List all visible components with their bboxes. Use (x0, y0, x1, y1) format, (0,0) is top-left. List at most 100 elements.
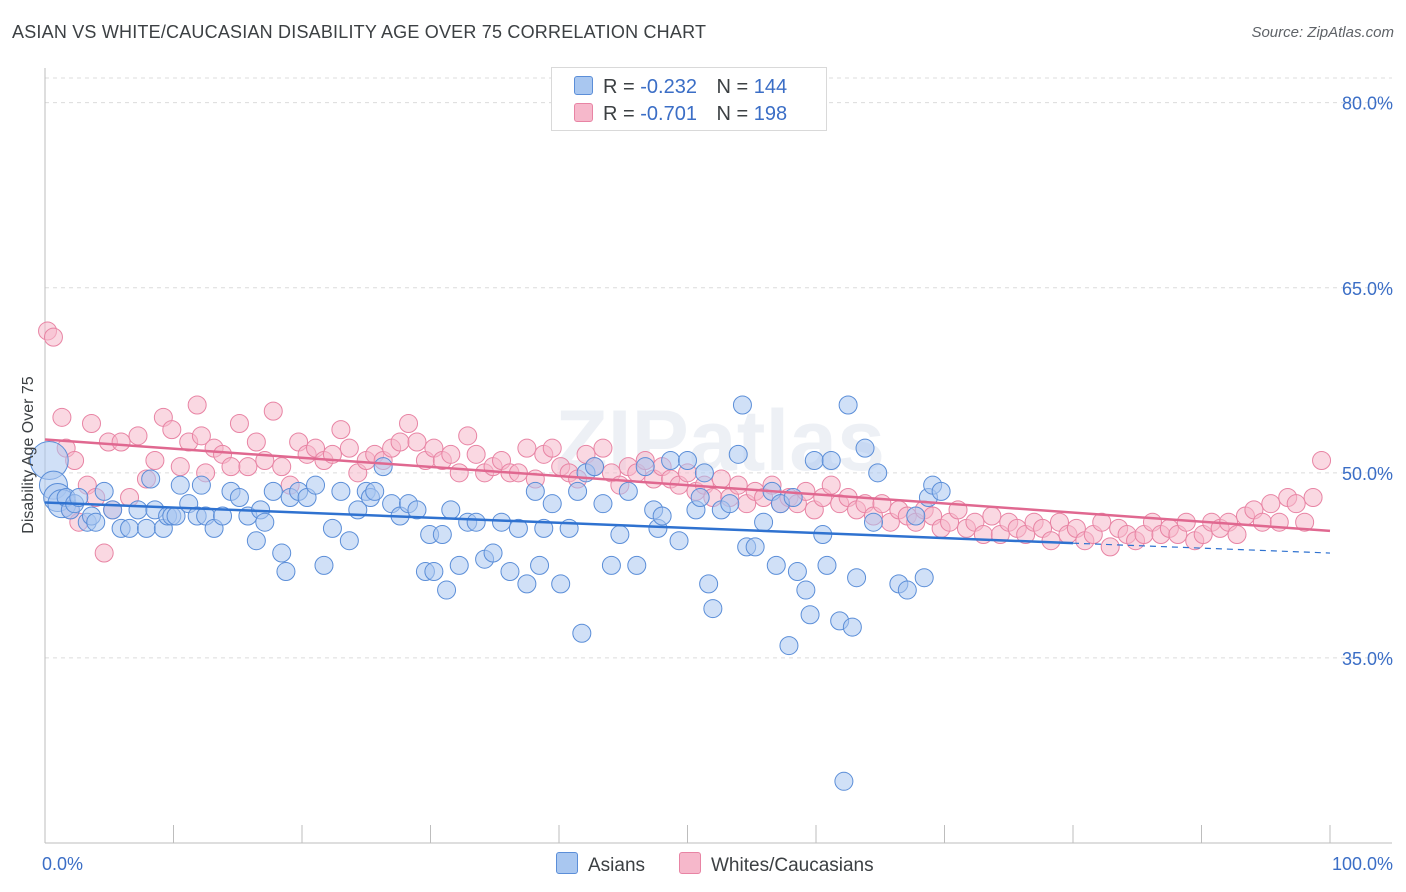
asians-point (754, 512, 774, 532)
asians-point (120, 518, 140, 538)
asians-point (449, 555, 469, 575)
asians-point (255, 512, 275, 532)
whites-point (407, 432, 427, 452)
asians-point (635, 457, 655, 477)
asians-point (339, 531, 359, 551)
asians-point (437, 580, 457, 600)
y-axis-label: Disability Age Over 75 (20, 376, 37, 534)
asians-point (272, 543, 292, 563)
asians-point (191, 475, 211, 495)
asians-point (847, 568, 867, 588)
whites-point (111, 432, 131, 452)
whites-point (128, 426, 148, 446)
whites-point (1295, 512, 1315, 532)
tick-labels: 35.0% 50.0% 65.0% 80.0% 0.0% 100.0% (42, 94, 1393, 874)
asians-point (804, 451, 824, 470)
asians-point (745, 537, 765, 557)
asians-point (610, 525, 630, 545)
whites-point (458, 426, 478, 446)
stats-row-asians: R = -0.232 N = 144 (574, 76, 787, 102)
whites-point (1261, 494, 1281, 514)
asians-n-label: N = (716, 76, 749, 98)
whites-point (542, 438, 562, 458)
asians-point (128, 500, 148, 520)
asians-point (817, 555, 837, 575)
x-tick-label: 100.0% (1332, 854, 1393, 874)
asians-point (627, 555, 647, 575)
asians-point (732, 395, 752, 415)
asians-point (322, 518, 342, 538)
asians-point (466, 512, 486, 532)
trend-lines (44, 438, 1331, 554)
whites-r-value: -0.701 (640, 103, 697, 125)
whites-point (1092, 512, 1112, 532)
whites-point (1041, 531, 1061, 551)
stats-row-whites: R = -0.701 N = 198 (574, 103, 787, 129)
whites-point (272, 457, 292, 477)
legend-item-whites[interactable]: Whites/Caucasians (679, 852, 874, 877)
legend-item-asians[interactable]: Asians (556, 852, 645, 877)
asians-point (263, 481, 283, 501)
asians-point (365, 481, 385, 501)
asians-points (29, 395, 951, 791)
asians-point (601, 555, 621, 575)
whites-point (399, 413, 419, 433)
asians-point (838, 395, 858, 415)
whites-point (187, 395, 207, 415)
asians-point (766, 555, 786, 575)
asians-point (229, 488, 249, 508)
whites-point (221, 457, 241, 477)
asians-point (914, 568, 934, 588)
y-tick-label: 65.0% (1342, 279, 1393, 299)
asians-point (314, 555, 334, 575)
whites-point (1312, 451, 1332, 470)
whites-point (982, 506, 1002, 526)
asians-point (551, 574, 571, 594)
whites-point (1100, 537, 1120, 557)
y-tick-label: 80.0% (1342, 94, 1393, 114)
whites-point (52, 407, 72, 427)
whites-point (390, 432, 410, 452)
asians-point (800, 605, 820, 625)
whites-n-label: N = (716, 103, 749, 125)
asians-point (568, 481, 588, 501)
whites-point (1286, 494, 1306, 514)
asians-point (432, 525, 452, 545)
whites-point (593, 438, 613, 458)
asians-point (897, 580, 917, 600)
asians-point (678, 451, 697, 470)
whites-point (263, 401, 283, 421)
asians-point (787, 562, 807, 582)
asians-point (69, 488, 89, 508)
asians-point (103, 500, 123, 520)
whites-point (441, 444, 461, 464)
asians-point (213, 506, 233, 526)
asians-trend-line (44, 501, 1074, 545)
legend-whites-label: Whites/Caucasians (711, 855, 874, 876)
y-tick-label: 35.0% (1342, 649, 1393, 669)
asians-n-value: 144 (753, 76, 788, 98)
asians-point (441, 500, 461, 520)
asians-point (699, 574, 719, 594)
whites-point (43, 327, 63, 347)
whites-point (1227, 525, 1247, 545)
asians-point (931, 481, 951, 501)
asians-point (728, 444, 748, 464)
whites-point (246, 432, 266, 452)
whites-point (170, 457, 190, 477)
whites-point (162, 420, 182, 440)
asians-point (517, 574, 537, 594)
asians-point (306, 475, 326, 495)
asians-point (246, 531, 266, 551)
asians-point (86, 512, 106, 532)
legend-asians-label: Asians (588, 855, 646, 876)
legend: Asians Whites/Caucasians (0, 852, 1406, 878)
legend-whites-swatch (679, 852, 701, 874)
asians-point (373, 457, 393, 477)
whites-point (238, 457, 258, 477)
asians-r-value: -0.232 (640, 76, 697, 98)
whites-point (466, 444, 486, 464)
asians-point (170, 475, 190, 495)
whites-r-label: R = (603, 103, 635, 125)
asians-r-label: R = (603, 76, 635, 98)
